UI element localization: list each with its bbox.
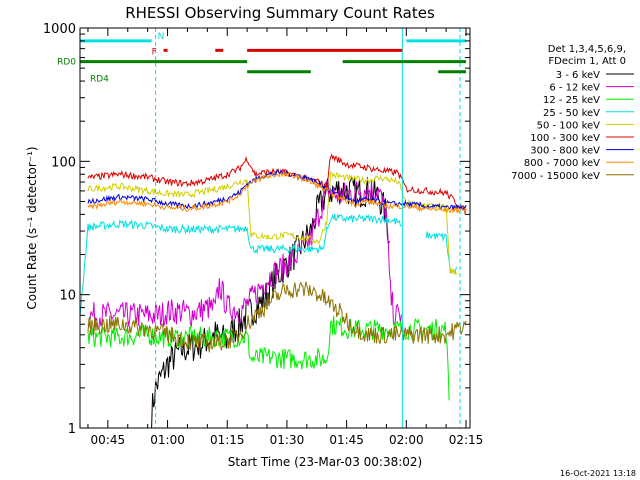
legend-header-line-1: Det 1,3,4,5,6,9,: [548, 44, 626, 55]
legend-label-300-800-kev: 300 - 800 keV: [530, 146, 600, 157]
series-line-50-100-kev: [87, 171, 458, 276]
footer-timestamp: 16-Oct-2021 13:18: [560, 469, 636, 478]
series-line-300-800-kev: [87, 169, 467, 211]
legend-header-line-2: FDecim 1, Att 0: [548, 56, 626, 67]
x-tick-label-02-15: 02:15: [449, 433, 484, 447]
legend-label-3-6-kev: 3 - 6 keV: [556, 70, 600, 81]
legend-label-100-300-kev: 100 - 300 keV: [530, 133, 600, 144]
x-tick-label-01-15: 01:15: [210, 433, 245, 447]
y-tick-label-100: 100: [51, 155, 76, 170]
x-axis-label: Start Time (23-Mar-03 00:38:02): [228, 455, 422, 469]
series-layer: [79, 153, 467, 429]
status-label-rd4: RD4: [90, 75, 109, 85]
series-line-800-7000-kev: [87, 170, 467, 214]
status-label-rd0: RD0: [57, 58, 76, 68]
y-tick-label-1000: 1000: [43, 22, 76, 37]
x-tick-label-00-45: 00:45: [91, 433, 126, 447]
x-tick-label-01-30: 01:30: [270, 433, 305, 447]
series-line-12-25-kev: [87, 315, 450, 401]
x-tick-label-01-00: 01:00: [150, 433, 185, 447]
y-tick-label-1: 1: [68, 422, 76, 437]
legend-label-50-100-kev: 50 - 100 keV: [537, 120, 601, 131]
legend-label-25-50-kev: 25 - 50 keV: [543, 108, 600, 119]
x-tick-label-01-45: 01:45: [329, 433, 364, 447]
series-line-100-300-kev: [87, 153, 467, 214]
status-label-f: F: [152, 47, 157, 57]
series-line-6-12-kev: [87, 179, 402, 329]
y-axis-label: Count Rate (s⁻¹ detector⁻¹): [25, 146, 39, 309]
chart-title: RHESSI Observing Summary Count Rates: [125, 4, 435, 22]
legend-label-6-12-kev: 6 - 12 keV: [549, 83, 600, 94]
legend: Det 1,3,4,5,6,9,FDecim 1, Att 0 3 - 6 keV…: [511, 44, 634, 182]
legend-label-800-7000-kev: 800 - 7000 keV: [524, 158, 600, 169]
axes: 00:45 01:00 01:15 01:30 01:45 02:00 02:15 1 10 10…: [43, 22, 483, 447]
x-tick-label-02-00: 02:00: [389, 433, 424, 447]
plot-frame: [79, 27, 471, 429]
legend-label-12-25-kev: 12 - 25 keV: [543, 95, 600, 106]
y-tick-label-10: 10: [59, 289, 76, 304]
legend-label-7000-15000-kev: 7000 - 15000 keV: [511, 171, 600, 182]
status-label-n: N: [158, 32, 165, 42]
series-line-7000-15000-kev: [87, 281, 467, 353]
